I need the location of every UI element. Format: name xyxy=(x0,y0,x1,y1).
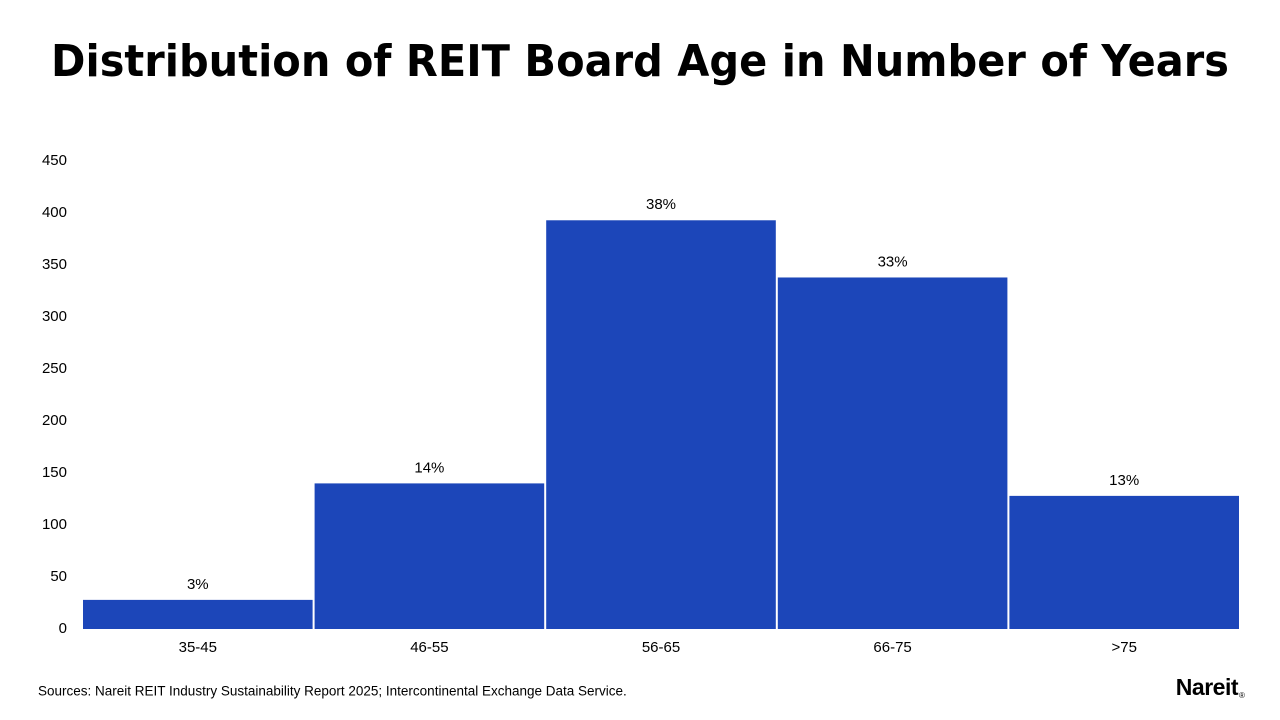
bar-label: 33% xyxy=(878,253,908,270)
y-tick-label: 400 xyxy=(42,204,67,221)
y-tick-label: 0 xyxy=(59,620,67,637)
y-tick-label: 250 xyxy=(42,360,67,377)
x-tick-label: 35-45 xyxy=(179,639,217,656)
bar-label: 13% xyxy=(1109,472,1139,489)
bar-label: 38% xyxy=(646,196,676,213)
x-tick-label: 66-75 xyxy=(873,639,911,656)
x-tick-label: 56-65 xyxy=(642,639,680,656)
y-tick-label: 200 xyxy=(42,412,67,429)
bar xyxy=(1009,495,1239,629)
chart-title: Distribution of REIT Board Age in Number… xyxy=(51,36,1229,87)
bar-label: 3% xyxy=(187,576,209,593)
source-note: Sources: Nareit REIT Industry Sustainabi… xyxy=(38,684,627,699)
y-tick-label: 450 xyxy=(42,152,67,169)
x-tick-label: 46-55 xyxy=(410,639,448,656)
y-tick-label: 300 xyxy=(42,308,67,325)
logo-mark: ® xyxy=(1239,691,1245,700)
logo: Nareit xyxy=(1176,674,1239,700)
y-tick-label: 100 xyxy=(42,516,67,533)
bar xyxy=(777,277,1008,629)
bar xyxy=(314,483,545,629)
bar xyxy=(83,599,313,629)
y-tick-label: 50 xyxy=(50,568,67,585)
x-tick-label: >75 xyxy=(1111,639,1136,656)
bar xyxy=(546,220,776,629)
y-tick-label: 350 xyxy=(42,256,67,273)
bar-label: 14% xyxy=(414,459,444,476)
y-tick-label: 150 xyxy=(42,464,67,481)
